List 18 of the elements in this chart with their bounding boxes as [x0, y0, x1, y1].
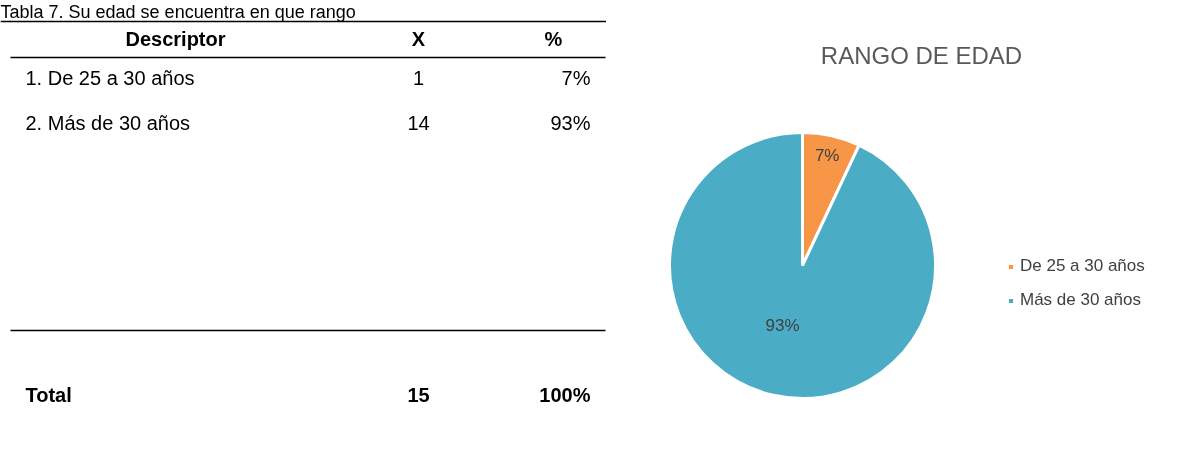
text: 2. Más de 30 años [25, 111, 191, 134]
legend-label: De 25 a 30 años [1020, 256, 1145, 276]
text: 93% [550, 111, 591, 134]
text: Total [25, 383, 72, 406]
text: 14 [407, 111, 430, 134]
text: Descriptor [125, 27, 226, 50]
data-label: 7% [814, 145, 840, 165]
text: % [544, 27, 563, 50]
text: X [411, 27, 426, 50]
text: 1 [412, 66, 425, 89]
text: 1. De 25 a 30 años [25, 66, 195, 89]
text: 100% [539, 383, 591, 406]
data-label: 93% [765, 316, 800, 335]
text: 15 [407, 383, 430, 406]
text: 7% [561, 66, 591, 89]
legend-label: Más de 30 años [1020, 290, 1141, 310]
text: Tabla 7. Su edad se encuentra en que rango [0, 1, 356, 22]
chart-title: RANGO DE EDAD [820, 42, 1023, 69]
